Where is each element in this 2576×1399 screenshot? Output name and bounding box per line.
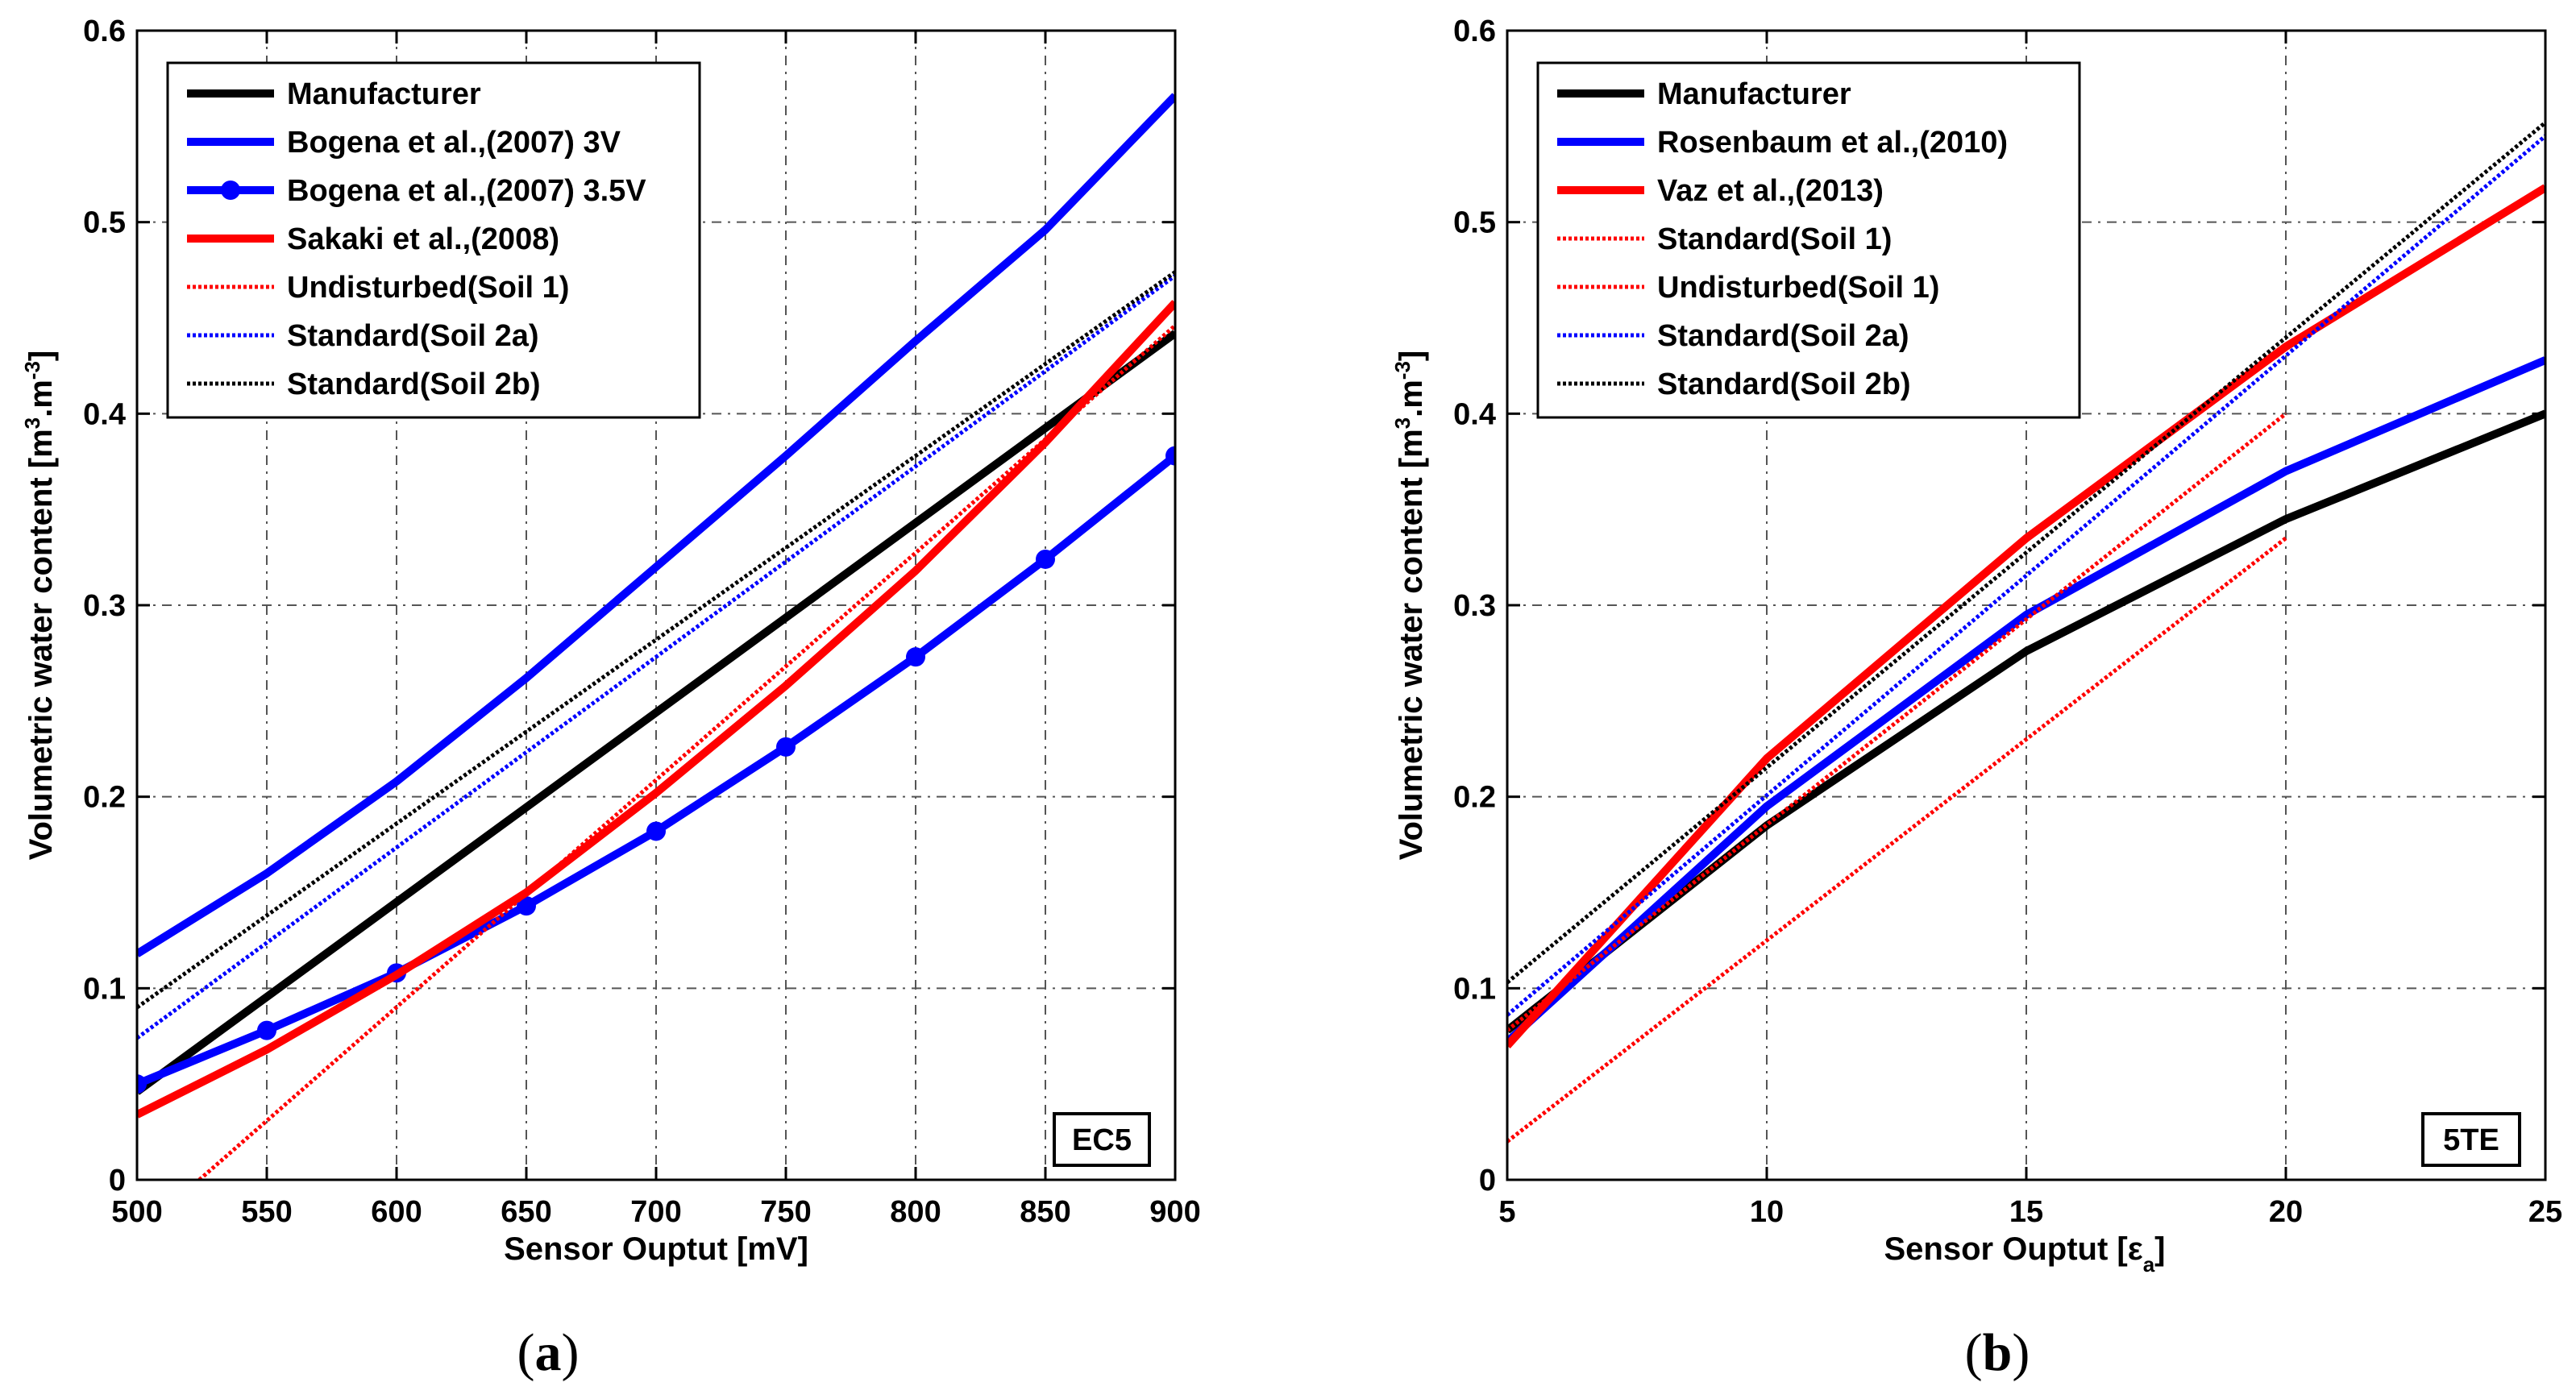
legend-label: Rosenbaum et al.,(2010) [1657,126,2008,160]
y-tick-label: 0.5 [1453,206,1496,240]
axis-ticks: 5 10 15 20 25 0 0.1 0.2 0.3 0.4 0.5 0.6 [1453,15,2562,1229]
legend-label: Manufacturer [287,77,481,111]
legend-label: Vaz et al.,(2013) [1657,174,1884,208]
y-axis-label-sup1: 3 [20,417,44,429]
series-line-sakaki-et-al-2008 [137,300,1175,1119]
y-axis-label-text: Volumetric water content [m [1394,429,1429,860]
legend-label: Standard(Soil 2b) [287,367,541,401]
x-axis-label-close: ] [2154,1231,2165,1267]
x-tick-label: 650 [501,1195,551,1229]
series-point [1036,549,1055,569]
legend: Manufacturer Rosenbaum et al.,(2010) Vaz e… [1536,61,2081,419]
series-line-standard-soil-2b [1507,121,2545,985]
panel-label-b: (b) [1965,1323,2030,1382]
panel-label-a: (a) [517,1323,580,1382]
sensor-tag: EC5 [1053,1112,1151,1167]
legend-marker [221,181,240,200]
y-tick-label: 0.6 [1453,15,1496,48]
legend-label: Standard(Soil 2a) [287,319,539,353]
y-tick-label: 0.2 [1453,781,1496,815]
legend-label: Standard(Soil 1) [1657,222,1892,256]
x-tick-label: 900 [1149,1195,1200,1229]
y-tick-label: 0 [109,1164,126,1198]
series-line-manufacturer [137,330,1175,1095]
y-tick-label: 0.1 [1453,972,1496,1006]
y-axis-label-close: ] [23,351,59,361]
x-axis-label-sub: a [2143,1252,2155,1277]
y-axis-label-close: ] [1394,351,1429,361]
x-axis-label: Sensor Ouptut [εa] [1884,1231,2166,1277]
y-tick-label: 0.5 [83,206,126,240]
y-tick-label: 0.4 [83,397,126,431]
y-axis-label-sup2: -3 [20,361,44,380]
x-tick-label: 850 [1020,1195,1070,1229]
series-line-standard-soil-2a [137,274,1175,1040]
y-tick-label: 0.6 [83,15,126,48]
series-line-bogena-et-al-2007-3v [137,93,1175,957]
legend-label: Standard(Soil 2b) [1657,367,1911,401]
y-axis-label-sup1: 3 [1390,417,1415,429]
series-point [646,821,666,841]
chart-panel-b: 5 10 15 20 25 0 0.1 0.2 0.3 0.4 0.5 0.6 Manufacture… [1390,15,2562,1382]
x-tick-label: 700 [630,1195,681,1229]
series-point [517,896,536,916]
y-axis-label: Volumetric water content [m3.m-3] [1390,351,1429,861]
x-tick-label: 15 [2009,1195,2043,1229]
legend: Manufacturer Bogena et al.,(2007) 3V Bogen… [166,61,701,419]
y-tick-label: 0 [1479,1164,1496,1198]
y-tick-label: 0.1 [83,972,126,1006]
y-axis-label-mid: .m [1394,380,1429,417]
series-point [906,647,925,667]
panel-letter-b: b [1983,1323,2013,1382]
x-axis-label: Sensor Ouptut [mV] [504,1231,808,1267]
series-point [1165,446,1175,466]
legend-label: Bogena et al.,(2007) 3V [287,126,621,160]
sensor-tag: 5TE [2421,1112,2521,1167]
y-tick-label: 0.4 [1453,397,1496,431]
y-axis-label: Volumetric water content [m3.m-3] [20,351,59,861]
x-tick-label: 5 [1498,1195,1515,1229]
panel-letter-a: a [535,1323,562,1382]
series-layer [137,93,1175,1180]
y-tick-label: 0.3 [1453,589,1496,623]
y-axis-label-sup2: -3 [1390,361,1415,380]
series-line-undisturbed-soil-1 [1507,536,2287,1144]
series-point [776,737,796,757]
chart-panel-a: 500 550 600 650 700 750 800 850 900 0 0.1 0.2 0.3 0.4… [20,15,1201,1382]
sensor-tag-box [2421,1112,2521,1167]
series-point [257,1020,276,1040]
series-layer [1507,121,2545,1144]
axis-ticks: 500 550 600 650 700 750 800 850 900 0 0.1 0.2 0.3 0.4… [83,15,1201,1229]
x-tick-label: 800 [890,1195,941,1229]
x-tick-label: 10 [1750,1195,1784,1229]
x-tick-label: 25 [2528,1195,2562,1229]
sensor-tag-box [1053,1112,1151,1167]
x-tick-label: 750 [760,1195,811,1229]
series-line-standard-soil-2a [1507,134,2545,1017]
x-tick-label: 550 [241,1195,292,1229]
series-line-vaz-et-al-2013 [1507,184,2545,1048]
x-tick-label: 600 [371,1195,422,1229]
series-line-standard-soil-1 [1507,412,2287,1032]
sensor-tag-label: EC5 [1072,1123,1132,1157]
legend-label: Sakaki et al.,(2008) [287,222,559,256]
legend-label: Standard(Soil 2a) [1657,319,1909,353]
y-tick-label: 0.3 [83,589,126,623]
series-point [137,1074,147,1094]
legend-label: Bogena et al.,(2007) 3.5V [287,174,646,208]
legend-label: Undisturbed(Soil 1) [287,271,569,305]
x-axis-label-text: Sensor Ouptut [ [1884,1231,2128,1267]
x-tick-label: 20 [2269,1195,2303,1229]
y-tick-label: 0.2 [83,781,126,815]
y-axis-label-mid: .m [23,380,59,417]
legend-label: Manufacturer [1657,77,1851,111]
series-line-rosenbaum-et-al-2010 [1507,356,2545,1045]
series-line-undisturbed-soil-1 [197,324,1175,1180]
legend-label: Undisturbed(Soil 1) [1657,271,1939,305]
x-tick-label: 500 [111,1195,162,1229]
sensor-tag-label: 5TE [2443,1123,2499,1157]
x-axis-label-symbol: ε [2128,1231,2143,1267]
y-axis-label-text: Volumetric water content [m [23,429,59,860]
